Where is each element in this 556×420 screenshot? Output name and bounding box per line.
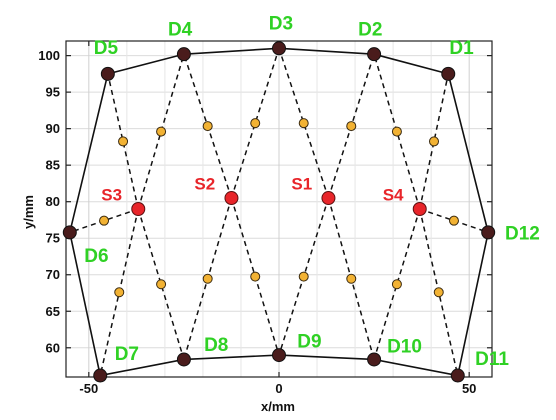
y-tick-label: 75: [46, 231, 60, 246]
channel-midpoint-S2-D3: [250, 118, 261, 129]
y-tick-label: 60: [46, 340, 60, 355]
detector-D7: [93, 368, 108, 383]
detector-label-D2: D2: [358, 20, 382, 41]
detector-label-D4: D4: [168, 20, 193, 41]
detector-label-D5: D5: [94, 38, 119, 59]
detector-label-D9: D9: [297, 331, 321, 352]
channel-midpoint-S3-D8: [156, 279, 167, 290]
y-tick-label: 90: [46, 121, 60, 136]
sources: [131, 191, 427, 216]
detector-label-D7: D7: [115, 344, 139, 365]
point-labels: D1 D2 D3 D4 D5 D6 D7 D8 D9 D10 D11 D12 S1 S2 S3 S4: [84, 14, 540, 370]
channel-midpoint-S2-D9: [250, 271, 261, 282]
y-tick-label: 65: [46, 304, 60, 319]
detector-label-D8: D8: [204, 335, 228, 356]
channel-midpoint-S4-D1: [428, 136, 439, 147]
channel-midpoint-S1-D9: [298, 271, 309, 282]
detector-D10: [367, 352, 382, 367]
channel-midpoint-S1-D3: [298, 118, 309, 129]
detector-label-D11: D11: [475, 349, 509, 370]
y-tick-label: 70: [46, 267, 60, 282]
channel-midpoint-S4-D11: [433, 287, 444, 298]
source-S2: [224, 191, 239, 206]
detector-D1: [441, 66, 456, 81]
source-label-S1: S1: [291, 174, 312, 193]
channel-midpoints: [99, 118, 459, 298]
channel-midpoint-S4-D10: [391, 279, 402, 290]
detector-D6: [62, 225, 77, 240]
detector-label-D1: D1: [449, 38, 474, 59]
channel-link-S2-D3: [230, 48, 280, 199]
y-tick-label: 80: [46, 194, 60, 209]
detector-D4: [176, 47, 191, 62]
x-tick-label: 0: [275, 381, 282, 396]
y-tick-label: 95: [46, 85, 60, 100]
detector-D8: [176, 352, 191, 367]
channel-midpoint-S2-D8: [202, 273, 213, 284]
detector-D3: [272, 41, 286, 56]
channel-midpoint-S2-D4: [202, 121, 213, 132]
detector-D5: [100, 66, 115, 81]
channel-midpoint-S3-D5: [118, 136, 129, 147]
grid: [66, 41, 492, 377]
x-tick-label: -50: [79, 381, 98, 396]
detector-label-D10: D10: [387, 337, 422, 358]
source-S1: [321, 191, 336, 206]
channel-midpoint-S3-D6: [99, 215, 110, 226]
source-label-S4: S4: [383, 185, 404, 204]
detector-D12: [481, 225, 496, 240]
detector-label-D3: D3: [269, 14, 293, 35]
x-tick-label: 50: [462, 381, 476, 396]
channel-midpoint-S1-D2: [346, 121, 357, 132]
y-axis-label: y/mm: [21, 195, 36, 229]
channel-midpoint-S4-D12: [448, 215, 459, 226]
axes: 60 65 70 75 80 85 90 95 100 -50 0 50: [38, 40, 493, 396]
detector-label-D6: D6: [84, 246, 108, 267]
channel-midpoint-S3-D7: [114, 287, 125, 298]
source-S4: [412, 202, 427, 216]
y-tick-label: 85: [46, 158, 60, 173]
detector-label-D12: D12: [505, 223, 540, 244]
channel-midpoint-S4-D2: [391, 126, 402, 137]
source-S3: [131, 202, 146, 216]
source-label-S3: S3: [101, 185, 122, 204]
detector-D9: [272, 348, 286, 363]
channel-midpoint-S3-D4: [156, 126, 167, 137]
source-label-S2: S2: [194, 174, 215, 193]
x-axis-label: x/mm: [261, 399, 295, 414]
detector-D2: [367, 47, 382, 62]
channel-midpoint-S1-D10: [346, 273, 357, 284]
detectors: [62, 41, 496, 383]
y-tick-label: 100: [38, 48, 60, 63]
detector-D11: [450, 368, 465, 383]
